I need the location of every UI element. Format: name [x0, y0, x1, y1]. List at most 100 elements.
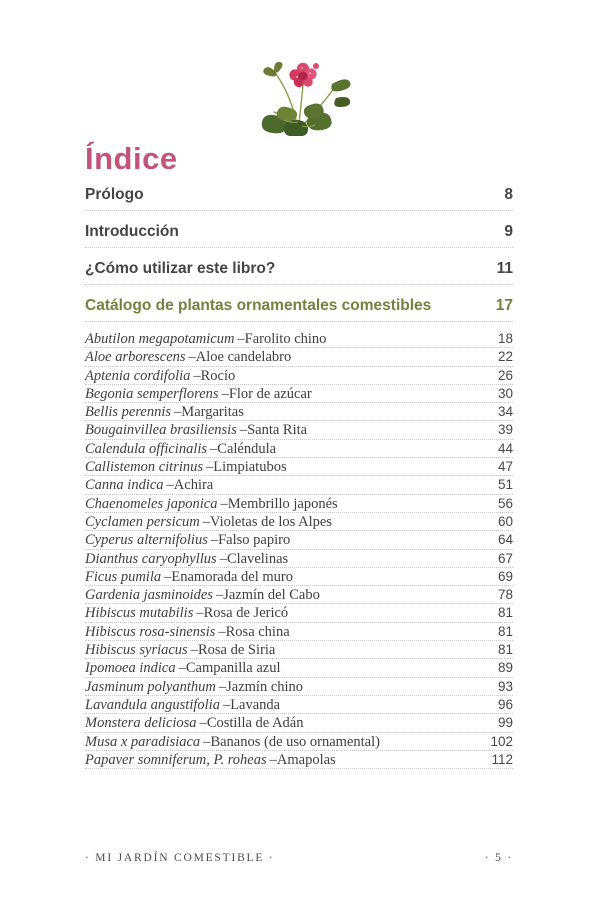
entry-page-number: 60 [497, 513, 513, 529]
entry-page-number: 81 [497, 605, 513, 621]
entry-separator: – [196, 605, 204, 622]
entry-latin-name: Calendula officinalis [85, 440, 208, 457]
entry-page-number: 78 [497, 587, 513, 603]
entry-separator: – [188, 349, 196, 366]
page-title: Índice [85, 141, 178, 176]
entry-separator: – [269, 751, 277, 768]
entry-text: Hibiscus rosa-sinensis –Rosa china [85, 624, 290, 641]
toc-section-row: Prólogo 8 [85, 186, 513, 211]
entry-latin-name: Lavandula angustifolia [85, 696, 220, 713]
entry-common-name: Flor de azúcar [228, 385, 312, 402]
section-page-number: 17 [495, 297, 513, 314]
entry-text: Calendula officinalis –Caléndula [85, 441, 276, 458]
section-page-number: 9 [504, 223, 513, 240]
toc-entry-row: Calendula officinalis –Caléndula 44 [85, 440, 513, 459]
toc-entry-row: Monstera deliciosa –Costilla de Adán 99 [85, 714, 513, 733]
section-label: Catálogo de plantas ornamentales comesti… [85, 297, 432, 314]
toc-entry-row: Ficus pumila –Enamorada del muro 69 [85, 568, 513, 587]
entry-common-name: Rosa de Jericó [203, 605, 289, 622]
entry-separator: – [222, 696, 231, 713]
entry-text: Papaver somniferum, P. roheas –Amapolas [85, 752, 336, 769]
entry-separator: – [203, 733, 211, 750]
entry-latin-name: Hibiscus syriacus [85, 642, 188, 659]
toc-section-row: ¿Cómo utilizar este libro? 11 [85, 248, 513, 285]
entry-page-number: 30 [497, 385, 513, 401]
entry-separator: – [218, 678, 227, 695]
entry-separator: – [210, 440, 218, 457]
toc-entry-row: Canna indica –Achira 51 [85, 476, 513, 495]
entry-latin-name: Gardenia jasminoides [85, 587, 213, 604]
entry-latin-name: Bougainvillea brasiliensis [85, 422, 237, 439]
entry-text: Jasminum polyanthum –Jazmín chino [85, 679, 303, 696]
entry-latin-name: Bellis perennis [85, 404, 172, 421]
entry-latin-name: Aptenia cordifolia [85, 367, 191, 384]
entry-separator: – [220, 495, 228, 512]
toc-entry-row: Dianthus caryophyllus –Clavelinas 67 [85, 550, 513, 568]
entry-page-number: 102 [490, 733, 513, 749]
entry-common-name: Caléndula [217, 440, 277, 457]
entry-page-number: 44 [497, 440, 513, 456]
entry-latin-name: Ipomoea indica [85, 660, 176, 677]
toc-sections: Prólogo 8 Introducción 9 ¿Cómo utilizar … [85, 186, 513, 322]
entry-separator: – [219, 550, 227, 567]
entry-latin-name: Canna indica [85, 477, 164, 494]
geranium-plant-illustration [0, 0, 600, 137]
entry-latin-name: Callistemon citrinus [85, 459, 204, 476]
entry-page-number: 39 [497, 422, 513, 438]
entry-page-number: 67 [497, 550, 513, 566]
entry-page-number: 89 [497, 660, 513, 676]
entry-page-number: 64 [497, 532, 513, 548]
entry-text: Abutilon megapotamicum –Farolito chino [85, 331, 326, 348]
entry-latin-name: Musa x paradisiaca [85, 733, 201, 750]
entry-page-number: 112 [491, 751, 513, 767]
entry-common-name: Lavanda [230, 696, 281, 713]
section-page-number: 8 [504, 186, 513, 203]
toc-entry-row: Gardenia jasminoides –Jazmín del Cabo 78 [85, 586, 513, 605]
toc-entry-row: Begonia semperflorens –Flor de azúcar 30 [85, 385, 513, 404]
entry-common-name: Rosa china [225, 623, 290, 640]
entry-separator: – [174, 404, 182, 421]
entry-separator: – [237, 331, 245, 347]
entry-page-number: 81 [497, 642, 513, 658]
toc-entry-row: Jasminum polyanthum –Jazmín chino 93 [85, 678, 513, 696]
entry-page-number: 18 [497, 331, 513, 346]
toc-entry-row: Hibiscus rosa-sinensis –Rosa china 81 [85, 623, 513, 642]
entry-common-name: Margaritas [181, 404, 244, 421]
entry-page-number: 99 [497, 715, 513, 731]
entry-latin-name: Begonia semperflorens [85, 385, 219, 402]
toc-entry-row: Abutilon megapotamicum –Farolito chino 18 [85, 330, 513, 349]
entry-latin-name: Monstera deliciosa [85, 715, 197, 732]
entry-common-name: Aloe candelabro [195, 349, 292, 366]
entry-separator: – [210, 532, 219, 549]
entry-separator: – [166, 477, 174, 494]
entry-separator: – [215, 587, 224, 604]
entry-page-number: 81 [497, 623, 513, 639]
entry-common-name: Rosa de Siria [197, 642, 276, 659]
entry-latin-name: Jasminum polyanthum [85, 678, 216, 695]
entry-text: Hibiscus syriacus –Rosa de Siria [85, 642, 275, 659]
entry-common-name: Jazmín chino [226, 678, 304, 695]
entry-separator: – [190, 642, 198, 659]
geranium-icon [261, 61, 351, 137]
toc-entry-row: Bougainvillea brasiliensis –Santa Rita 39 [85, 421, 513, 440]
entry-common-name: Clavelinas [226, 550, 289, 567]
entry-separator: – [199, 715, 207, 732]
section-page-number: 11 [496, 260, 513, 277]
entry-page-number: 22 [497, 349, 513, 365]
entry-common-name: Rocío [200, 367, 236, 384]
toc-entry-row: Cyperus alternifolius –Falso papiro 64 [85, 531, 513, 550]
entry-separator: – [221, 385, 229, 402]
entry-text: Bellis perennis –Margaritas [85, 404, 244, 421]
entry-page-number: 96 [497, 696, 513, 712]
entry-latin-name: Papaver somniferum, P. roheas [85, 751, 267, 768]
entry-separator: – [206, 459, 214, 476]
toc-entry-row: Hibiscus syriacus –Rosa de Siria 81 [85, 641, 513, 660]
toc-entry-row: Chaenomeles japonica –Membrillo japonés 5… [85, 495, 513, 513]
entry-text: Dianthus caryophyllus –Clavelinas [85, 551, 288, 568]
entry-text: Cyclamen persicum –Violetas de los Alpes [85, 514, 332, 531]
entry-text: Chaenomeles japonica –Membrillo japonés [85, 496, 338, 513]
entry-text: Hibiscus mutabilis –Rosa de Jericó [85, 605, 288, 622]
entry-text: Bougainvillea brasiliensis –Santa Rita [85, 422, 307, 439]
section-label: Prólogo [85, 186, 144, 203]
entry-page-number: 26 [497, 367, 513, 383]
